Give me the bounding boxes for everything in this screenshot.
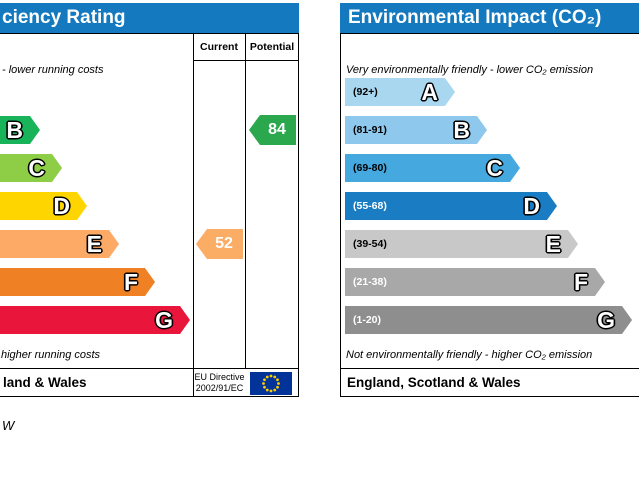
band-g: (1-20) G — [345, 306, 632, 334]
band-b: (81-91) B — [345, 116, 487, 144]
footer-divider — [0, 368, 299, 369]
band-range-label: (39-54) — [353, 238, 387, 250]
band-letter: G — [155, 307, 173, 333]
band-letter: B — [6, 117, 23, 143]
band-range-label: (92+) — [353, 86, 378, 98]
band-range-label: (69-80) — [353, 162, 387, 174]
band-range-label: (1-20) — [353, 314, 382, 326]
band-letter: E — [545, 231, 561, 257]
band-letter: B — [453, 117, 470, 143]
bottom-note: higher running costs — [1, 349, 101, 361]
band-g: G — [0, 306, 190, 334]
band-letter: A — [421, 79, 438, 105]
chart-title: ciency Rating — [2, 7, 126, 28]
band-range-label: (81-91) — [353, 124, 387, 136]
band-d: (55-68) D — [345, 192, 557, 220]
top-note: Very environmentally friendly - lower CO… — [346, 64, 594, 76]
band-e: E — [0, 230, 119, 258]
band-letter: C — [28, 155, 45, 181]
band-d: D — [0, 192, 87, 220]
region-label: land & Wales — [3, 375, 87, 390]
chart-title: Environmental Impact (CO₂) — [348, 7, 602, 28]
eu-directive-line2: 2002/91/EC — [195, 383, 244, 394]
band-e: (39-54) E — [345, 230, 578, 258]
band-f: (21-38) F — [345, 268, 605, 296]
band-letter: F — [123, 269, 138, 295]
current-column-header: Current — [200, 40, 238, 53]
energy-efficiency-header: ciency Rating — [0, 3, 299, 33]
current-rating-arrow: 52 — [196, 229, 243, 259]
eu-flag-icon — [250, 372, 292, 400]
band-c: C — [0, 154, 62, 182]
band-c: (69-80) C — [345, 154, 520, 182]
band-letter: D — [523, 193, 540, 219]
environmental-impact-header: Environmental Impact (CO₂) — [340, 3, 639, 33]
bottom-note: Not environmentally friendly - higher CO… — [346, 349, 593, 361]
environmental-impact-chart: Environmental Impact (CO₂) Very environm… — [340, 3, 639, 401]
impact-bands: (92+) A (81-91) B (69-80) C (55-68) D (39-54) E (2… — [345, 3, 639, 401]
footer-divider — [340, 368, 639, 369]
band-letter: F — [573, 269, 588, 295]
region-label: England, Scotland & Wales — [347, 375, 521, 390]
potential-rating-value: 84 — [268, 121, 286, 138]
truncated-caption: W — [2, 418, 15, 433]
band-b: B — [0, 116, 40, 144]
eu-directive-line1: EU Directive — [194, 372, 245, 382]
band-letter: G — [597, 307, 615, 333]
band-a: (92+) A — [345, 78, 455, 106]
band-letter: D — [53, 193, 70, 219]
band-range-label: (21-38) — [353, 276, 387, 288]
band-range-label: (55-68) — [353, 200, 387, 212]
column-header-divider — [193, 60, 299, 61]
potential-rating-arrow: 84 — [249, 115, 296, 145]
eu-directive-label: EU Directive 2002/91/EC — [193, 372, 246, 395]
column-divider — [245, 33, 246, 368]
energy-efficiency-chart: ciency Rating Current Potential - lower … — [0, 3, 299, 401]
band-letter: C — [486, 155, 503, 181]
band-f: F — [0, 268, 155, 296]
potential-column-header: Potential — [249, 40, 295, 53]
top-note: - lower running costs — [2, 64, 104, 76]
current-rating-value: 52 — [215, 235, 233, 252]
band-letter: E — [86, 231, 102, 257]
column-divider — [193, 33, 194, 397]
